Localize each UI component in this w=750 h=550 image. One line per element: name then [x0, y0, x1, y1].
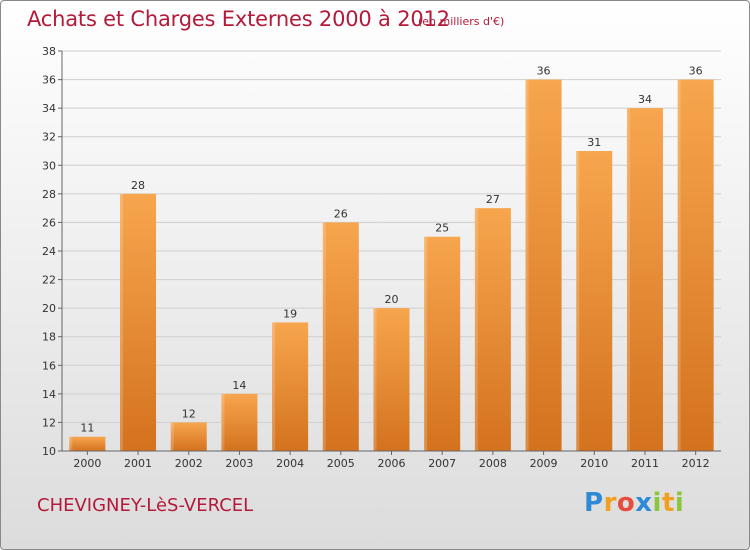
y-tick-label: 28: [42, 188, 56, 201]
bar-highlight: [525, 79, 529, 452]
logo-letter: i: [652, 488, 662, 518]
data-label-2011: 34: [638, 93, 652, 106]
bar-highlight: [677, 79, 681, 452]
bar-2008: [474, 208, 511, 451]
bar-2001: [120, 193, 157, 451]
x-tick-label: 2012: [682, 457, 710, 470]
y-tick-label: 14: [42, 388, 56, 401]
logo-letter: t: [661, 488, 675, 518]
bar-2007: [424, 236, 461, 451]
bar-2010: [576, 151, 613, 451]
bar-2009: [525, 79, 562, 452]
bar-highlight: [69, 436, 73, 451]
data-label-2005: 26: [334, 207, 348, 220]
proxiti-logo[interactable]: Proxiti: [584, 488, 684, 518]
logo-letter: P: [584, 488, 604, 518]
x-tick-label: 2010: [580, 457, 608, 470]
bar-highlight: [120, 193, 124, 451]
y-tick-label: 38: [42, 45, 56, 58]
bar-highlight: [474, 208, 478, 451]
y-tick-label: 20: [42, 302, 56, 315]
logo-letter: r: [603, 488, 617, 518]
bar-highlight: [170, 422, 174, 451]
x-tick-label: 2002: [175, 457, 203, 470]
bar-highlight: [322, 222, 326, 451]
x-tick-label: 2007: [428, 457, 456, 470]
chart-title: Achats et Charges Externes 2000 à 2012: [27, 7, 450, 31]
bar-2000: [69, 436, 106, 451]
bar-highlight: [373, 308, 377, 451]
y-tick-label: 24: [42, 245, 56, 258]
bar-2006: [373, 308, 410, 451]
y-tick-label: 12: [42, 416, 56, 429]
data-label-2002: 12: [182, 407, 196, 420]
chart-subtitle: (en milliers d'€): [418, 15, 505, 28]
data-label-2003: 14: [232, 379, 246, 392]
data-label-2004: 19: [283, 307, 297, 320]
data-label-2012: 36: [689, 65, 703, 78]
bar-highlight: [626, 108, 630, 452]
y-tick-label: 10: [42, 445, 56, 458]
bar-2012: [677, 79, 714, 452]
bar-2004: [272, 322, 309, 451]
bars: [69, 79, 714, 452]
data-label-2000: 11: [80, 422, 94, 435]
x-tick-label: 2000: [73, 457, 101, 470]
bar-highlight: [424, 236, 428, 451]
bar-highlight: [272, 322, 276, 451]
bar-2003: [221, 393, 258, 451]
data-label-2008: 27: [486, 193, 500, 206]
bar-2011: [626, 108, 663, 452]
commune-name: CHEVIGNEY-LèS-VERCEL: [37, 495, 254, 516]
data-label-2001: 28: [131, 179, 145, 192]
x-tick-label: 2004: [276, 457, 304, 470]
bar-2005: [322, 222, 359, 451]
bar-highlight: [221, 393, 225, 451]
x-tick-label: 2006: [378, 457, 406, 470]
y-tick-label: 36: [42, 74, 56, 87]
data-label-2009: 36: [537, 65, 551, 78]
x-tick-label: 2011: [631, 457, 659, 470]
y-tick-label: 32: [42, 131, 56, 144]
x-tick-label: 2001: [124, 457, 152, 470]
x-tick-label: 2009: [530, 457, 558, 470]
y-tick-label: 34: [42, 102, 56, 115]
logo-letter: i: [674, 488, 685, 518]
y-tick-label: 16: [42, 359, 56, 372]
data-label-2010: 31: [587, 136, 601, 149]
y-tick-label: 22: [42, 274, 56, 287]
y-tick-label: 26: [42, 216, 56, 229]
x-tick-label: 2005: [327, 457, 355, 470]
data-label-2006: 20: [385, 293, 399, 306]
data-labels: 11 28 12 14 19 26 20 25 27 36 31 34 36: [80, 65, 702, 435]
x-tick-label: 2003: [225, 457, 253, 470]
data-label-2007: 25: [435, 222, 449, 235]
bar-2002: [170, 422, 207, 451]
axes: 10 12 14 16 18 20 22 24 26 28 30 32 34 36 38 2000 2001 20…: [42, 45, 721, 470]
logo-letter: o: [616, 488, 636, 518]
x-tick-label: 2008: [479, 457, 507, 470]
bar-highlight: [576, 151, 580, 451]
logo-letter: x: [635, 488, 653, 518]
y-tick-label: 18: [42, 331, 56, 344]
y-tick-label: 30: [42, 159, 56, 172]
